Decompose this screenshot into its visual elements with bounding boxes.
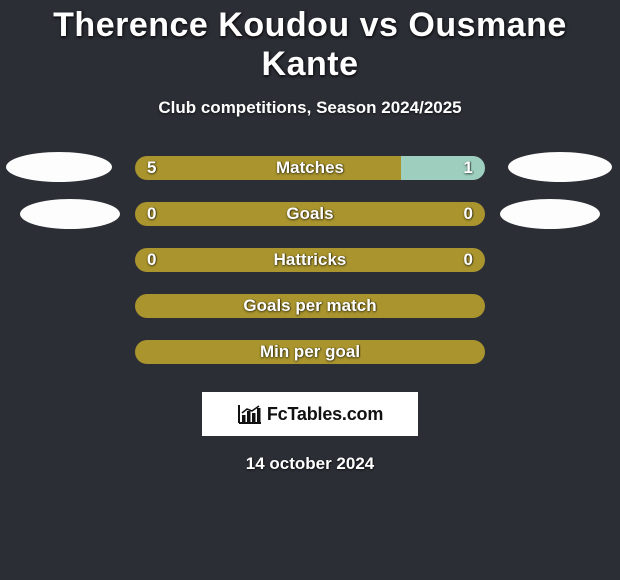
comparison-card: Therence Koudou vs Ousmane Kante Club co… <box>0 0 620 474</box>
stat-bar-left-seg <box>135 202 485 226</box>
page-title: Therence Koudou vs Ousmane Kante <box>0 6 620 84</box>
stat-bar: 0 Hattricks 0 <box>135 248 485 272</box>
stat-bar: Min per goal <box>135 340 485 364</box>
stat-bar: 5 Matches 1 <box>135 156 485 180</box>
stat-row-goals: 0 Goals 0 <box>0 202 620 226</box>
stat-row-min-per-goal: Min per goal <box>0 340 620 364</box>
stat-bar-right-seg <box>401 156 485 180</box>
stat-bar-left-seg <box>135 156 401 180</box>
bar-chart-icon <box>237 403 263 425</box>
stat-bar-left-seg <box>135 248 485 272</box>
logo-text: FcTables.com <box>267 404 383 425</box>
snapshot-date: 14 october 2024 <box>0 454 620 474</box>
player-right-ellipse-icon <box>500 199 600 229</box>
player-left-ellipse-icon <box>20 199 120 229</box>
stat-row-matches: 5 Matches 1 <box>0 156 620 180</box>
stat-rows: 5 Matches 1 0 Goals 0 0 Hattricks 0 <box>0 156 620 364</box>
stat-bar-left-seg <box>135 294 485 318</box>
stat-row-goals-per-match: Goals per match <box>0 294 620 318</box>
player-right-ellipse-icon <box>508 152 612 182</box>
subtitle: Club competitions, Season 2024/2025 <box>0 98 620 118</box>
player-left-ellipse-icon <box>6 152 112 182</box>
fctables-logo[interactable]: FcTables.com <box>202 392 418 436</box>
stat-bar: Goals per match <box>135 294 485 318</box>
stat-bar: 0 Goals 0 <box>135 202 485 226</box>
stat-bar-left-seg <box>135 340 485 364</box>
stat-row-hattricks: 0 Hattricks 0 <box>0 248 620 272</box>
